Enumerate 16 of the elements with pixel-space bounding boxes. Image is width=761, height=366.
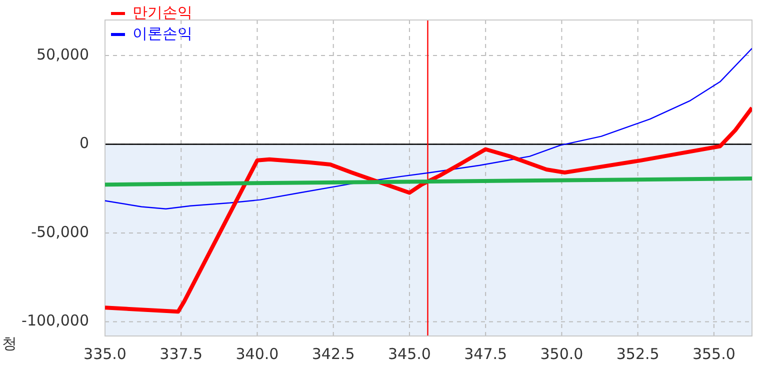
y-tick-label: 0 [79, 134, 89, 152]
y-tick-label: -100,000 [22, 312, 89, 330]
x-tick-label: 342.5 [312, 344, 355, 363]
x-tick-label: 350.0 [540, 344, 584, 363]
x-tick-label: 355.0 [692, 344, 736, 363]
y-tick-label: 50,000 [36, 45, 89, 64]
x-tick-label: 335.0 [84, 344, 126, 363]
x-tick-label: 340.0 [236, 344, 279, 363]
x-tick-label: 352.5 [616, 344, 660, 363]
legend-label: 이론손익 [132, 24, 192, 42]
text: 청 [2, 334, 17, 352]
x-tick-label: 337.5 [160, 344, 203, 363]
x-tick-label: 345.0 [388, 344, 431, 363]
y-tick-label: -50,000 [31, 222, 89, 241]
x-tick-label: 347.5 [464, 344, 508, 363]
legend-label: 만기손익 [132, 3, 192, 22]
